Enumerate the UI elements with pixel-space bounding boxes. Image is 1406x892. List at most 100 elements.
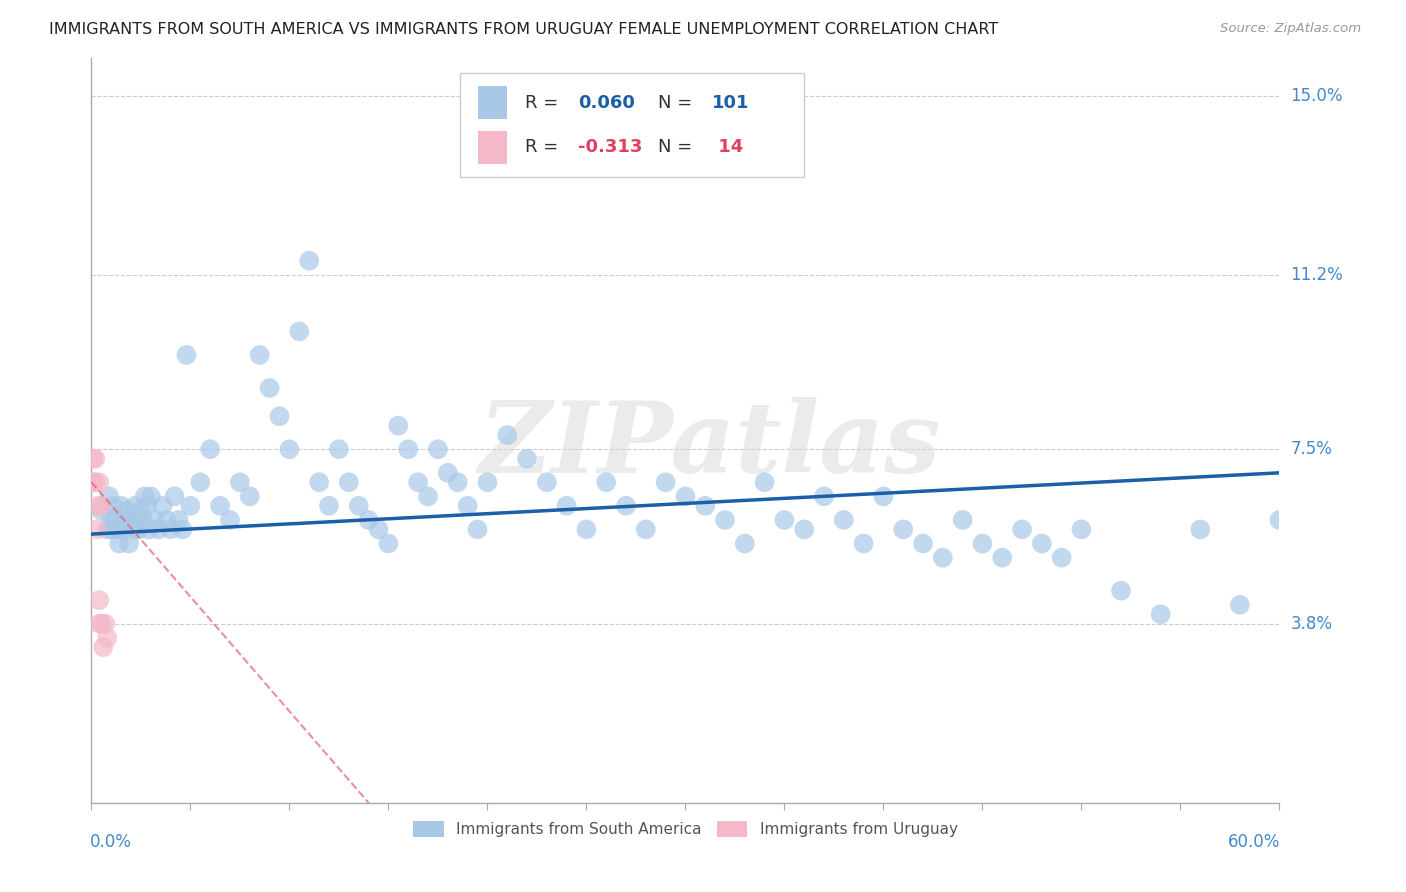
Point — [94, 616, 117, 631]
Point — [1109, 583, 1132, 598]
Point — [357, 513, 380, 527]
Point — [135, 499, 157, 513]
Point — [143, 513, 166, 527]
Point — [84, 475, 107, 490]
Point — [318, 499, 340, 513]
Point — [813, 489, 835, 503]
Text: N =: N = — [658, 94, 699, 112]
Point — [426, 442, 449, 457]
Point — [132, 513, 155, 527]
Point — [96, 522, 118, 536]
Point — [734, 536, 756, 550]
Point — [891, 522, 914, 536]
Point — [477, 475, 499, 490]
Point — [90, 499, 112, 513]
Point — [105, 522, 128, 536]
Point — [467, 522, 489, 536]
Text: 11.2%: 11.2% — [1291, 266, 1343, 284]
Point — [122, 522, 145, 536]
Point — [239, 489, 262, 503]
Point — [952, 513, 974, 527]
Point — [1288, 499, 1310, 513]
Point — [118, 536, 141, 550]
Point — [159, 522, 181, 536]
Text: 15.0%: 15.0% — [1291, 87, 1343, 104]
Point — [200, 442, 222, 457]
Point — [91, 640, 114, 655]
FancyBboxPatch shape — [478, 130, 508, 164]
Point — [188, 475, 211, 490]
Point — [82, 475, 104, 490]
Point — [911, 536, 934, 550]
Point — [832, 513, 855, 527]
Text: 3.8%: 3.8% — [1291, 615, 1333, 632]
Point — [387, 418, 409, 433]
Point — [337, 475, 360, 490]
Point — [152, 499, 174, 513]
Point — [278, 442, 301, 457]
Point — [308, 475, 330, 490]
Point — [128, 522, 150, 536]
Point — [872, 489, 894, 503]
Point — [84, 451, 107, 466]
Point — [89, 593, 111, 607]
Point — [209, 499, 232, 513]
Point — [654, 475, 676, 490]
Text: 14: 14 — [711, 138, 742, 156]
Point — [89, 616, 111, 631]
Point — [101, 499, 124, 513]
Point — [269, 409, 291, 424]
Point — [367, 522, 389, 536]
Text: -0.313: -0.313 — [578, 138, 643, 156]
Point — [259, 381, 281, 395]
Point — [112, 522, 135, 536]
FancyBboxPatch shape — [460, 73, 804, 178]
Point — [614, 499, 637, 513]
Point — [536, 475, 558, 490]
Text: 60.0%: 60.0% — [1229, 832, 1281, 851]
Point — [298, 253, 321, 268]
Point — [179, 499, 201, 513]
Point — [114, 513, 136, 527]
Point — [219, 513, 242, 527]
Text: ZIPatlas: ZIPatlas — [478, 397, 941, 493]
Point — [416, 489, 439, 503]
Point — [134, 489, 156, 503]
Point — [447, 475, 470, 490]
Point — [90, 616, 112, 631]
Point — [1189, 522, 1212, 536]
Point — [167, 513, 190, 527]
Point — [754, 475, 776, 490]
Point — [634, 522, 657, 536]
Text: 0.0%: 0.0% — [90, 832, 132, 851]
Point — [89, 475, 111, 490]
Point — [1011, 522, 1033, 536]
Point — [172, 522, 194, 536]
Point — [496, 428, 519, 442]
Point — [932, 550, 955, 565]
Point — [457, 499, 479, 513]
Point — [176, 348, 198, 362]
Point — [1229, 598, 1251, 612]
Point — [86, 499, 108, 513]
Text: Source: ZipAtlas.com: Source: ZipAtlas.com — [1220, 22, 1361, 36]
Point — [575, 522, 598, 536]
Point — [347, 499, 370, 513]
Point — [695, 499, 717, 513]
Point — [555, 499, 578, 513]
Point — [229, 475, 252, 490]
Text: R =: R = — [524, 138, 564, 156]
Point — [108, 536, 131, 550]
Point — [1150, 607, 1173, 622]
Point — [1031, 536, 1053, 550]
Point — [110, 499, 132, 513]
Point — [1070, 522, 1092, 536]
Text: N =: N = — [658, 138, 699, 156]
Point — [129, 503, 152, 517]
Point — [100, 522, 122, 536]
Point — [82, 451, 104, 466]
Point — [991, 550, 1014, 565]
Point — [288, 325, 311, 339]
Legend: Immigrants from South America, Immigrants from Uruguay: Immigrants from South America, Immigrant… — [408, 815, 963, 844]
Point — [406, 475, 429, 490]
